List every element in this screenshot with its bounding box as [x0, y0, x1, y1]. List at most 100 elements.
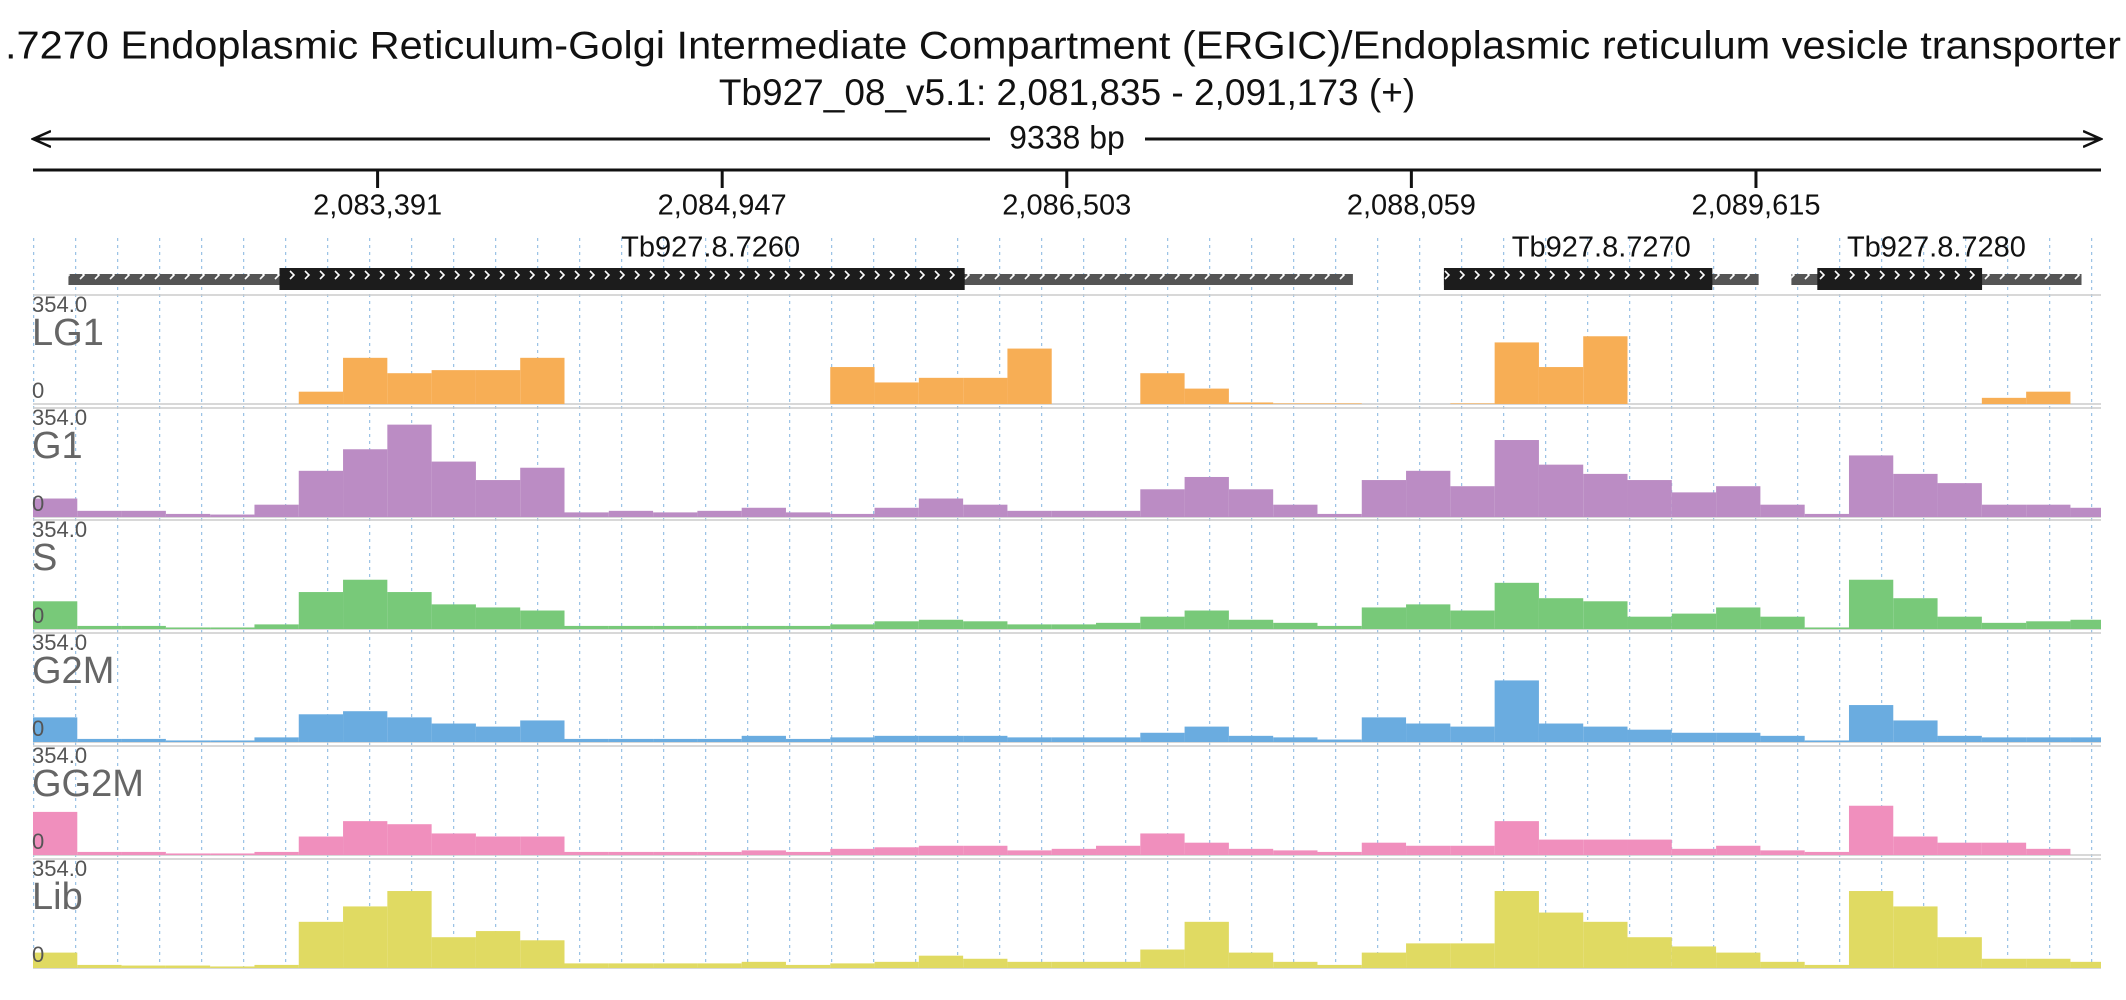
coverage-bar	[1184, 921, 1229, 968]
coverage-bar	[1273, 622, 1318, 629]
track-label: G1	[32, 425, 83, 467]
track-range-label: 0	[32, 603, 44, 628]
coverage-bar	[1848, 455, 1894, 517]
coverage-bar	[298, 921, 344, 968]
coverage-bar	[1228, 735, 1274, 742]
coverage-bar	[1760, 850, 1805, 855]
coverage-bar	[254, 737, 299, 742]
coverage-bar	[2070, 619, 2101, 629]
coverage-bar	[1937, 842, 1982, 855]
coverage-bar	[1583, 473, 1628, 517]
coverage-bar	[343, 711, 388, 742]
coverage-bar	[431, 723, 476, 742]
coverage-bar	[1981, 842, 2027, 855]
coverage-bar	[165, 740, 211, 742]
track-range-label: 354.0	[32, 405, 87, 430]
coverage-bar	[33, 601, 78, 629]
track-range-label: 0	[32, 491, 44, 516]
x-tick-label: 2,084,947	[658, 190, 787, 222]
coverage-bar	[387, 891, 432, 968]
coverage-bar	[785, 512, 831, 517]
coverage-bar	[1760, 735, 1805, 742]
coverage-bar	[1627, 480, 1672, 517]
coverage-bar	[1538, 839, 1584, 855]
coverage-bar	[1007, 737, 1052, 742]
coverage-bar	[1494, 440, 1539, 517]
track-range-label: 0	[32, 378, 44, 403]
coverage-bar	[1317, 403, 1362, 404]
coverage-bar	[1583, 726, 1628, 742]
coverage-bar	[1583, 839, 1628, 855]
coverage-bar	[165, 627, 211, 629]
coverage-bar	[918, 498, 964, 517]
coverage-bar	[963, 621, 1008, 629]
coverage-bar	[2070, 507, 2101, 517]
coverage-bar	[963, 958, 1008, 968]
coverage-bar	[564, 851, 609, 855]
coverage-bar	[520, 940, 565, 968]
coverage-bar	[475, 480, 521, 517]
coverage-bar	[1804, 964, 1849, 968]
coverage-bar	[254, 504, 299, 517]
coverage-bar	[2026, 504, 2071, 517]
coverage-bar	[564, 625, 609, 629]
coverage-bar	[963, 735, 1008, 742]
coverage-bar	[1317, 964, 1362, 968]
coverage-bar	[77, 851, 122, 855]
x-tick-label: 2,086,503	[1002, 190, 1131, 222]
coverage-bar	[741, 735, 786, 742]
coverage-bar	[387, 592, 432, 629]
coverage-bar	[918, 955, 964, 968]
coverage-bar	[1538, 723, 1584, 742]
x-tick-label: 2,089,615	[1691, 190, 1820, 222]
coverage-bar	[785, 851, 831, 855]
coverage-bar	[1051, 961, 1097, 968]
coverage-bar	[475, 931, 521, 968]
coverage-bar	[1273, 504, 1318, 517]
coverage-bar	[1228, 402, 1274, 404]
coverage-bar	[1538, 367, 1584, 404]
coverage-bar	[1716, 486, 1761, 517]
coverage-bar	[210, 966, 255, 968]
coverage-bar	[1140, 949, 1185, 968]
coverage-bar	[343, 449, 388, 517]
coverage-bar	[1760, 616, 1805, 629]
coverage-bar	[830, 513, 875, 517]
coverage-bar	[1893, 473, 1938, 517]
coverage-bar	[2026, 848, 2071, 855]
coverage-bar	[1051, 624, 1097, 629]
coverage-bar	[1627, 616, 1672, 629]
coverage-bar	[2026, 391, 2071, 404]
coverage-bar	[608, 510, 654, 517]
coverage-bar	[1406, 470, 1451, 517]
coverage-bar	[33, 498, 78, 517]
coverage-bar	[1406, 604, 1451, 629]
coverage-bar	[608, 738, 654, 742]
coverage-bar	[1140, 373, 1185, 404]
coverage-bar	[963, 845, 1008, 855]
coverage-bar	[1981, 622, 2027, 629]
coverage-bar	[1184, 842, 1229, 855]
coverage-bar	[1981, 504, 2027, 517]
coverage-bar	[1450, 726, 1495, 742]
coverage-bar	[343, 821, 388, 855]
coverage-bar	[387, 717, 432, 742]
track-label: G2M	[32, 650, 114, 692]
coverage-bar	[1140, 616, 1185, 629]
coverage-bar	[1494, 891, 1539, 968]
coverage-bar	[431, 833, 476, 855]
coverage-bar	[1228, 848, 1274, 855]
coverage-bar	[1848, 705, 1894, 742]
track-label: S	[32, 537, 57, 579]
coverage-bar	[1671, 492, 1717, 517]
coverage-bar	[1273, 403, 1318, 404]
coverage-bar	[1981, 397, 2027, 404]
coverage-bar	[77, 964, 122, 968]
coverage-bar	[1848, 805, 1894, 855]
coverage-bar	[918, 735, 964, 742]
coverage-bar	[1716, 952, 1761, 968]
coverage-bar	[475, 370, 521, 404]
coverage-bar	[520, 467, 565, 517]
coverage-bar	[520, 720, 565, 742]
coverage-bar	[77, 738, 122, 742]
